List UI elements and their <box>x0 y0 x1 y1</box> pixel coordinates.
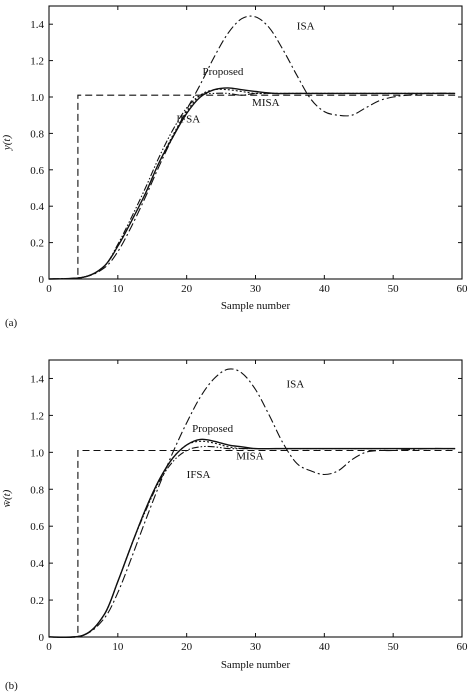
panel-label: (b) <box>5 680 18 692</box>
y-tick-label: 1.0 <box>30 92 44 104</box>
x-tick-label: 0 <box>46 641 52 653</box>
y-tick-label: 1.2 <box>30 410 44 422</box>
x-tick-label: 50 <box>388 283 400 295</box>
x-tick-label: 30 <box>250 641 262 653</box>
chart-panel-2: 0 10 20 30 40 50 60 0 0.2 0.4 0.6 0.8 1.0 1.2 1.4 Sampl… <box>1 359 469 692</box>
x-tick-label: 50 <box>388 641 400 653</box>
x-tick-label: 60 <box>457 283 469 295</box>
x-tick-label: 10 <box>112 283 124 295</box>
plot-frame <box>48 359 463 638</box>
panel-label: (a) <box>5 317 18 329</box>
series-line-isa <box>48 368 456 638</box>
y-axis-label: y(t) <box>1 135 13 152</box>
x-axis-label: Sample number <box>221 659 291 671</box>
series-annotation-proposed: Proposed <box>202 66 243 78</box>
y-tick-label: 0 <box>39 274 45 286</box>
series-annotation-isa: ISA <box>286 379 304 391</box>
x-tick-label: 0 <box>46 283 52 295</box>
y-tick-label: 0.2 <box>30 595 44 607</box>
x-tick-label: 10 <box>112 641 124 653</box>
x-axis-label: Sample number <box>221 300 291 312</box>
series-line-isa <box>48 15 456 280</box>
series-annotation-ifsa: IFSA <box>187 469 211 481</box>
y-axis-label: w̄(t) <box>1 489 13 507</box>
series-line-ifsa <box>48 445 456 638</box>
x-tick-label: 40 <box>319 283 331 295</box>
plot-frame <box>48 5 463 280</box>
y-tick-label: 0.4 <box>30 201 44 213</box>
y-tick-label: 0.4 <box>30 558 44 570</box>
x-tick-label: 20 <box>181 283 193 295</box>
y-tick-label: 0 <box>39 632 45 644</box>
series-annotation-misa: MISA <box>236 451 264 463</box>
series-annotation-proposed: Proposed <box>192 423 233 435</box>
series-annotation-ifsa: IFSA <box>176 113 200 125</box>
chart-panel-1: 0 10 20 30 40 50 60 0 0.2 0.4 0.6 0.8 1.0 1.2 1.4 Sampl… <box>1 5 469 329</box>
x-tick-label: 40 <box>319 641 331 653</box>
x-tick-label: 20 <box>181 641 193 653</box>
y-tick-label: 0.8 <box>30 128 44 140</box>
series-line-reference-step <box>49 94 456 280</box>
y-tick-label: 0.2 <box>30 238 44 250</box>
y-tick-label: 1.4 <box>30 19 44 31</box>
y-tick-label: 1.2 <box>30 56 44 68</box>
series-annotation-isa: ISA <box>297 21 315 33</box>
series-line-misa <box>48 88 456 280</box>
series-line-ifsa <box>48 92 456 280</box>
series-annotation-misa: MISA <box>252 97 280 109</box>
y-tick-label: 1.4 <box>30 373 44 385</box>
x-tick-label: 60 <box>457 641 469 653</box>
series-line-proposed <box>48 438 456 639</box>
series-line-misa <box>48 440 456 638</box>
series-line-proposed <box>48 87 456 280</box>
x-tick-label: 30 <box>250 283 262 295</box>
y-tick-label: 0.6 <box>30 165 44 177</box>
y-tick-label: 1.0 <box>30 447 44 459</box>
y-tick-label: 0.8 <box>30 484 44 496</box>
y-tick-label: 0.6 <box>30 521 44 533</box>
